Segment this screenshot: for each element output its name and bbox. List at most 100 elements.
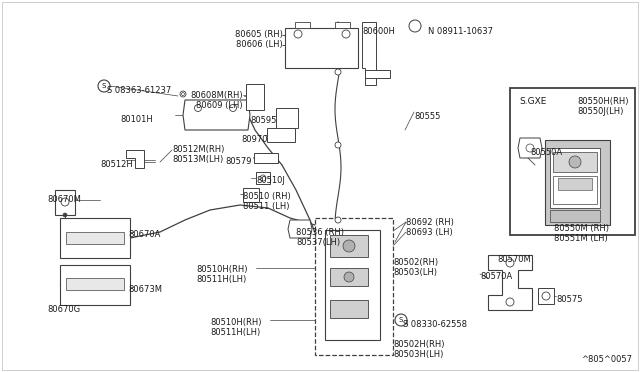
- Circle shape: [63, 213, 67, 217]
- Circle shape: [335, 142, 341, 148]
- Text: S: S: [102, 83, 106, 89]
- Bar: [254, 153, 278, 163]
- Polygon shape: [488, 255, 532, 310]
- Text: 80511H(LH): 80511H(LH): [196, 275, 246, 284]
- Text: 80510H(RH): 80510H(RH): [210, 318, 262, 327]
- Text: 80550J(LH): 80550J(LH): [577, 107, 623, 116]
- Text: N 08911-10637: N 08911-10637: [428, 27, 493, 36]
- Text: S: S: [399, 317, 403, 323]
- Bar: [55, 190, 75, 215]
- Text: 80606 (LH): 80606 (LH): [236, 40, 283, 49]
- Circle shape: [182, 93, 184, 96]
- Bar: [550, 148, 600, 208]
- Polygon shape: [362, 22, 376, 85]
- Polygon shape: [246, 84, 264, 110]
- Text: 80608M(RH): 80608M(RH): [190, 91, 243, 100]
- Circle shape: [395, 314, 407, 326]
- Circle shape: [344, 272, 354, 282]
- Circle shape: [61, 198, 69, 206]
- Polygon shape: [126, 150, 144, 168]
- Bar: [550, 210, 600, 222]
- Circle shape: [335, 217, 341, 223]
- Text: 80693 (LH): 80693 (LH): [406, 228, 452, 237]
- Text: S 08363-61237: S 08363-61237: [107, 86, 172, 95]
- Text: 80550A: 80550A: [530, 148, 562, 157]
- Text: 80670A: 80670A: [128, 230, 161, 239]
- Polygon shape: [183, 100, 250, 130]
- Text: 80511H(LH): 80511H(LH): [210, 328, 260, 337]
- Polygon shape: [285, 28, 358, 68]
- Bar: [315, 218, 393, 355]
- Text: 80605 (RH): 80605 (RH): [235, 30, 283, 39]
- Text: 80609 (LH): 80609 (LH): [196, 101, 243, 110]
- Polygon shape: [288, 220, 312, 238]
- Circle shape: [506, 259, 514, 267]
- Text: 80536 (RH): 80536 (RH): [296, 228, 344, 237]
- Text: 80670G: 80670G: [47, 305, 80, 314]
- Text: 80512M(RH): 80512M(RH): [172, 145, 225, 154]
- Text: 80510J: 80510J: [256, 176, 285, 185]
- Text: 80512H: 80512H: [100, 160, 132, 169]
- Bar: [243, 188, 259, 202]
- Circle shape: [409, 20, 421, 32]
- Bar: [66, 232, 124, 244]
- Bar: [553, 176, 597, 204]
- Bar: [330, 235, 368, 257]
- Bar: [558, 178, 592, 190]
- Text: 80579: 80579: [225, 157, 252, 166]
- Text: 80537(LH): 80537(LH): [296, 238, 340, 247]
- Text: 80570M: 80570M: [497, 255, 531, 264]
- Text: S.GXE: S.GXE: [519, 97, 547, 106]
- Polygon shape: [325, 230, 380, 340]
- Polygon shape: [335, 22, 350, 28]
- Circle shape: [343, 240, 355, 252]
- Text: 80673M: 80673M: [128, 285, 162, 294]
- Circle shape: [195, 105, 202, 112]
- Text: 80503H(LH): 80503H(LH): [393, 350, 444, 359]
- Text: 80510 (RH): 80510 (RH): [243, 192, 291, 201]
- Bar: [256, 172, 270, 184]
- Circle shape: [526, 144, 534, 152]
- Circle shape: [335, 297, 341, 303]
- Bar: [510, 88, 635, 235]
- Text: 80101H: 80101H: [120, 115, 153, 124]
- Bar: [267, 128, 295, 142]
- Text: S 08330-62558: S 08330-62558: [403, 320, 467, 329]
- Text: 80513M(LH): 80513M(LH): [172, 155, 223, 164]
- Bar: [330, 300, 368, 318]
- Circle shape: [260, 175, 266, 181]
- Text: 80595: 80595: [251, 116, 277, 125]
- Text: 80551M (LH): 80551M (LH): [554, 234, 608, 243]
- Polygon shape: [545, 140, 610, 225]
- Circle shape: [569, 156, 581, 168]
- Text: 80502H(RH): 80502H(RH): [393, 340, 445, 349]
- Bar: [60, 265, 130, 305]
- Text: 80502(RH): 80502(RH): [393, 258, 438, 267]
- Bar: [553, 152, 597, 172]
- Bar: [330, 268, 368, 286]
- Text: 80600H: 80600H: [362, 27, 395, 36]
- Text: 80575: 80575: [556, 295, 582, 304]
- Text: 80503(LH): 80503(LH): [393, 268, 437, 277]
- Text: 80510H(RH): 80510H(RH): [196, 265, 248, 274]
- Bar: [276, 108, 298, 128]
- Text: 80550H(RH): 80550H(RH): [577, 97, 628, 106]
- Polygon shape: [365, 70, 390, 78]
- Text: 80970: 80970: [241, 135, 268, 144]
- Text: 80692 (RH): 80692 (RH): [406, 218, 454, 227]
- Text: 80670M: 80670M: [47, 195, 81, 204]
- Circle shape: [98, 80, 110, 92]
- Bar: [60, 218, 130, 258]
- Polygon shape: [295, 22, 310, 28]
- Text: 80511 (LH): 80511 (LH): [243, 202, 289, 211]
- Circle shape: [180, 91, 186, 97]
- Circle shape: [542, 292, 550, 300]
- Circle shape: [342, 30, 350, 38]
- Circle shape: [506, 298, 514, 306]
- Text: 80555: 80555: [414, 112, 440, 121]
- Text: 80550M (RH): 80550M (RH): [554, 224, 609, 233]
- Text: 80570A: 80570A: [480, 272, 512, 281]
- Bar: [66, 278, 124, 290]
- Circle shape: [230, 105, 237, 112]
- Polygon shape: [518, 138, 542, 158]
